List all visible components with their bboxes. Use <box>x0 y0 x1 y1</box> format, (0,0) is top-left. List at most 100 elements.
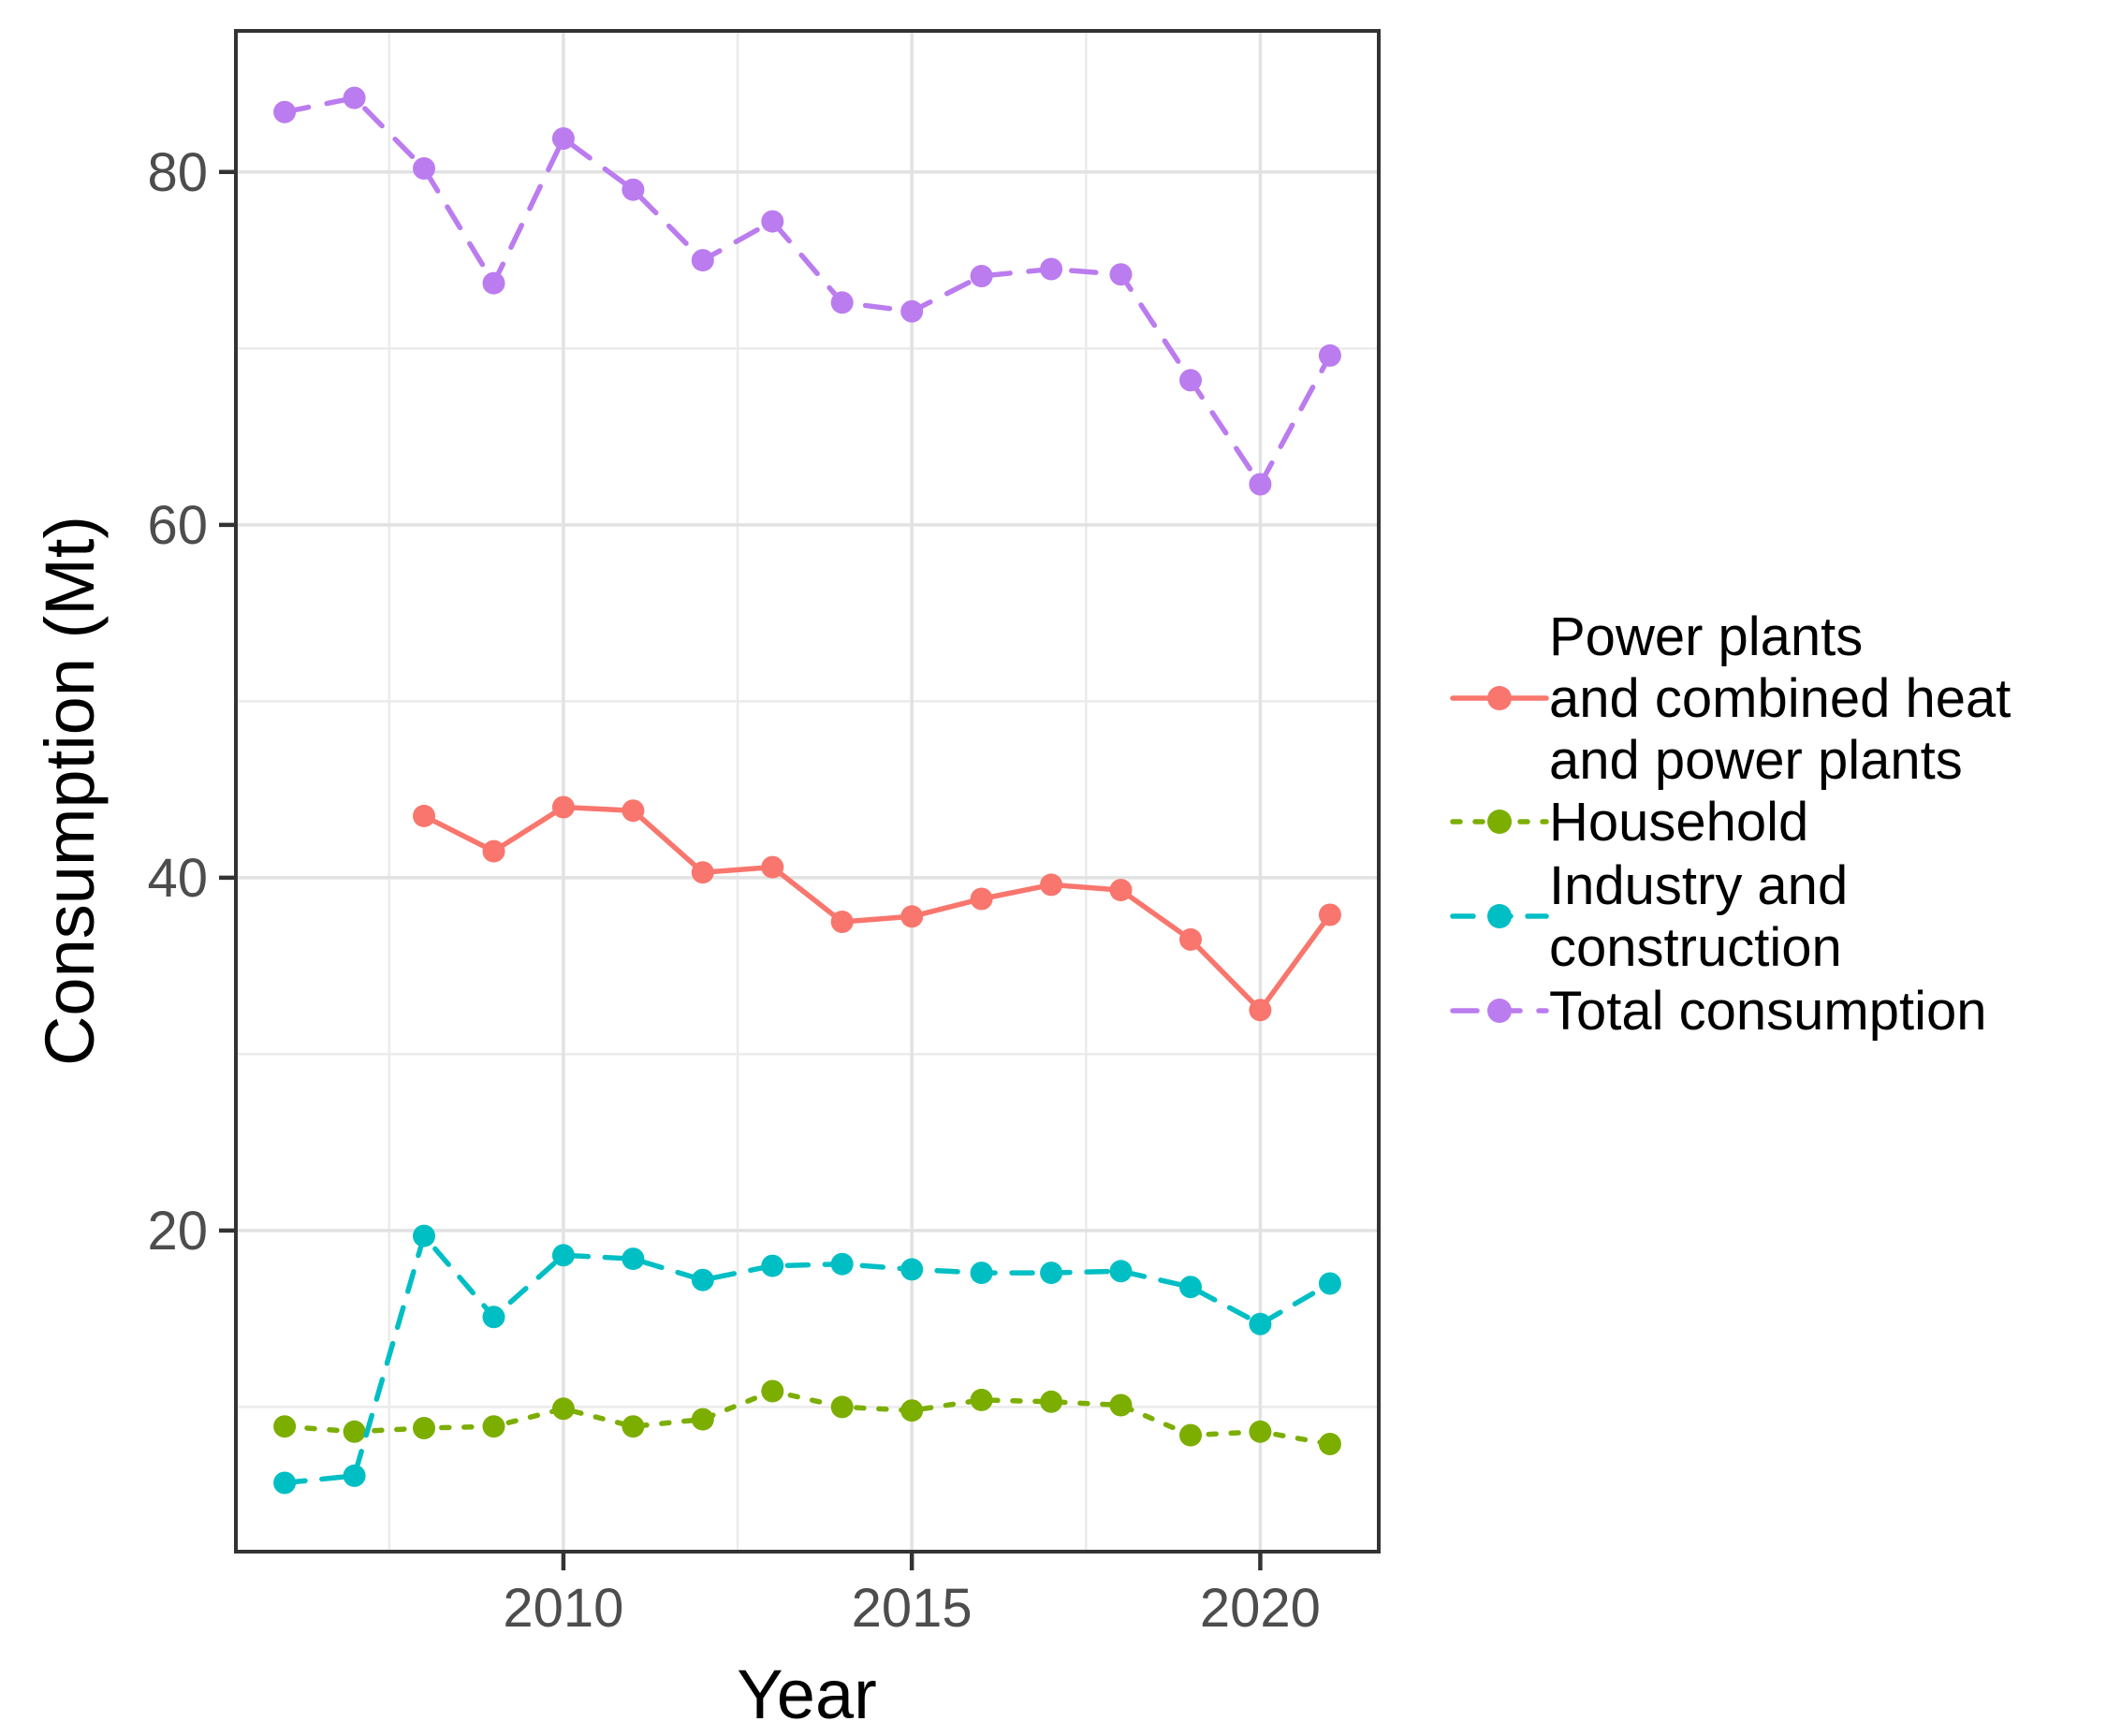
data-point-household <box>273 1415 297 1438</box>
series-total-consumption <box>273 86 1341 496</box>
data-point-industry-and-construction <box>343 1464 366 1487</box>
data-point-household <box>622 1415 645 1438</box>
data-point-household <box>761 1379 784 1403</box>
panel-border <box>234 29 1381 1554</box>
data-point-power-plants-and-chp <box>900 905 924 928</box>
data-point-household <box>1318 1433 1341 1455</box>
legend-label-total-consumption: Total consumption <box>1549 981 1986 1042</box>
series-power-plants-and-chp <box>413 795 1341 1022</box>
data-point-power-plants-and-chp <box>482 839 505 863</box>
data-point-power-plants-and-chp <box>622 799 645 823</box>
data-point-household <box>900 1399 924 1422</box>
data-point-industry-and-construction <box>761 1254 784 1277</box>
y-tick-label-60: 60 <box>147 495 208 556</box>
series-layer <box>273 86 1341 1495</box>
legend-key-industry-and-construction <box>1450 904 1549 928</box>
legend-keys <box>1450 686 1549 1023</box>
data-point-total-consumption <box>761 210 784 233</box>
data-point-household <box>830 1395 854 1419</box>
data-point-industry-and-construction <box>1109 1260 1133 1283</box>
y-tick-label-40: 40 <box>147 848 208 909</box>
x-tick-label-2010: 2010 <box>503 1578 623 1639</box>
data-point-industry-and-construction <box>413 1224 435 1247</box>
data-point-total-consumption <box>622 178 645 201</box>
x-tick-label-2020: 2020 <box>1200 1578 1321 1639</box>
y-tick-label-20: 20 <box>147 1201 208 1262</box>
legend-key-point-household <box>1487 810 1512 834</box>
legend-key-household <box>1450 810 1549 834</box>
data-point-industry-and-construction <box>830 1252 854 1276</box>
data-point-industry-and-construction <box>1318 1272 1341 1295</box>
series-household <box>273 1379 1341 1455</box>
legend-key-power-plants-and-chp <box>1450 686 1549 710</box>
data-point-total-consumption <box>1249 473 1272 496</box>
data-point-household <box>1109 1393 1133 1417</box>
data-point-total-consumption <box>273 100 297 124</box>
data-point-total-consumption <box>482 271 505 295</box>
data-point-total-consumption <box>970 265 993 287</box>
data-point-total-consumption <box>413 157 435 180</box>
series-line-total-consumption <box>282 95 1333 488</box>
y-axis-title: Consumption (Mt) <box>31 516 109 1066</box>
legend-key-total-consumption <box>1450 999 1549 1023</box>
tick-labels: 20 40 60 80 2010 2015 2020 <box>147 142 1320 1639</box>
data-point-industry-and-construction <box>551 1244 575 1267</box>
data-point-power-plants-and-chp <box>1109 879 1133 902</box>
data-point-total-consumption <box>691 249 714 272</box>
legend-label-industry-line-1: Industry and <box>1549 855 1848 916</box>
legend-label-power-plants-line-3: and power plants <box>1549 730 1963 791</box>
data-point-industry-and-construction <box>273 1471 297 1495</box>
data-point-total-consumption <box>1318 343 1341 367</box>
x-tick-label-2015: 2015 <box>852 1578 973 1639</box>
data-point-household <box>551 1397 575 1421</box>
data-point-household <box>970 1388 993 1411</box>
data-point-power-plants-and-chp <box>1040 873 1063 897</box>
data-point-power-plants-and-chp <box>1249 999 1272 1022</box>
data-point-power-plants-and-chp <box>761 855 784 879</box>
legend-key-point-industry-and-construction <box>1487 904 1512 928</box>
data-point-power-plants-and-chp <box>830 911 854 933</box>
data-point-power-plants-and-chp <box>551 795 575 819</box>
data-point-household <box>413 1417 435 1439</box>
x-axis-title: Year <box>737 1656 877 1733</box>
data-point-industry-and-construction <box>1040 1262 1063 1285</box>
data-point-total-consumption <box>1040 257 1063 281</box>
data-point-industry-and-construction <box>1249 1312 1272 1335</box>
data-point-industry-and-construction <box>482 1306 505 1329</box>
data-point-total-consumption <box>343 86 366 109</box>
data-point-total-consumption <box>1109 263 1133 286</box>
data-point-industry-and-construction <box>622 1247 645 1271</box>
legend-key-point-total-consumption <box>1487 999 1512 1023</box>
legend: Power plants and combined heat and power… <box>1450 606 2011 1042</box>
legend-label-household: Household <box>1549 792 1808 853</box>
legend-label-industry-line-2: construction <box>1549 917 1842 978</box>
data-point-total-consumption <box>830 291 854 314</box>
series-line-household <box>282 1388 1333 1447</box>
legend-label-power-plants-line-2: and combined heat <box>1549 668 2011 729</box>
axis-ticks <box>219 169 1263 1570</box>
data-point-industry-and-construction <box>691 1268 714 1291</box>
data-point-total-consumption <box>900 299 924 323</box>
data-point-power-plants-and-chp <box>1318 903 1341 926</box>
data-point-power-plants-and-chp <box>970 887 993 911</box>
data-point-household <box>1249 1420 1272 1443</box>
data-point-power-plants-and-chp <box>1179 927 1202 951</box>
legend-label-power-plants-line-1: Power plants <box>1549 606 1863 667</box>
data-point-industry-and-construction <box>970 1262 993 1285</box>
legend-key-point-power-plants-and-chp <box>1487 686 1512 710</box>
data-point-power-plants-and-chp <box>691 861 714 884</box>
data-point-industry-and-construction <box>900 1258 924 1281</box>
data-point-household <box>343 1420 366 1443</box>
series-line-industry-and-construction <box>282 1233 1333 1486</box>
series-industry-and-construction <box>273 1224 1341 1495</box>
data-point-power-plants-and-chp <box>413 804 435 827</box>
y-tick-label-80: 80 <box>147 142 208 203</box>
data-point-total-consumption <box>551 127 575 150</box>
series-line-power-plants-and-chp <box>421 804 1333 1014</box>
data-point-household <box>1040 1390 1063 1413</box>
data-point-household <box>1179 1423 1202 1447</box>
data-point-industry-and-construction <box>1179 1276 1202 1299</box>
data-point-total-consumption <box>1179 369 1202 392</box>
